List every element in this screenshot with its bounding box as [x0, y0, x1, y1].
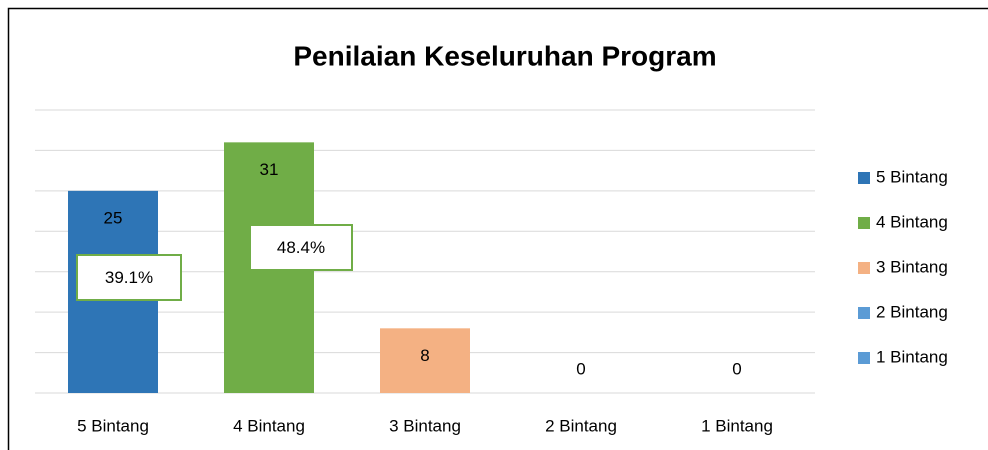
- legend-swatch: [858, 262, 870, 274]
- legend-swatch: [858, 172, 870, 184]
- legend-label: 5 Bintang: [876, 167, 948, 186]
- chart-border: [7, 7, 988, 450]
- annotation: 39.1%: [105, 268, 153, 287]
- data-label: 8: [420, 346, 429, 365]
- legend-label: 4 Bintang: [876, 212, 948, 231]
- data-label: 25: [104, 208, 123, 227]
- bar: [380, 328, 470, 393]
- legend-label: 2 Bintang: [876, 302, 948, 321]
- annotation-box: [76, 254, 182, 301]
- data-label: 0: [576, 359, 585, 378]
- legend-label: 1 Bintang: [876, 347, 948, 366]
- legend-swatch: [858, 217, 870, 229]
- legend-swatch: [858, 352, 870, 364]
- data-label: 31: [260, 160, 279, 179]
- x-tick-label: 2 Bintang: [545, 416, 617, 435]
- x-tick-label: 3 Bintang: [389, 416, 461, 435]
- annotation-box: [249, 224, 353, 271]
- legend-label: 3 Bintang: [876, 257, 948, 276]
- data-label: 0: [732, 359, 741, 378]
- x-tick-label: 5 Bintang: [77, 416, 149, 435]
- legend-swatch: [858, 307, 870, 319]
- annotation: 48.4%: [277, 238, 325, 257]
- x-tick-label: 4 Bintang: [233, 416, 305, 435]
- x-tick-label: 1 Bintang: [701, 416, 773, 435]
- chart-title: Penilaian Keseluruhan Program: [293, 40, 716, 71]
